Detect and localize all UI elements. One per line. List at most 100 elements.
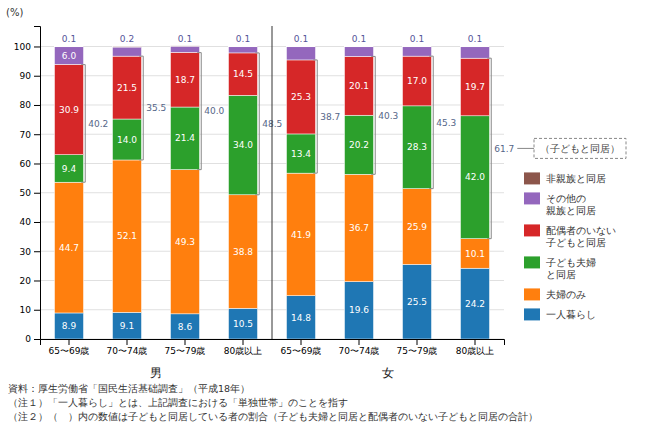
bar-segment [287,47,316,60]
x-tick-mark [127,339,128,345]
legend-label-line: 親族と同居 [546,205,596,216]
data-label: 8.6 [178,322,193,332]
bar-segment [345,47,374,57]
legend-swatch [524,308,540,320]
y-tick-label: 20 [20,276,32,286]
data-label: 19.7 [465,82,485,92]
legend-label: 子ども夫婦と同居 [546,257,596,280]
y-tick-mark [34,134,40,135]
x-tick-mark [359,339,360,345]
data-label: 52.1 [117,231,137,241]
legend-label: 夫婦のみ [546,289,586,300]
group-separator [272,26,273,339]
legend-label: 配偶者のいない子どもと同居 [546,225,616,248]
data-label: 20.2 [349,140,369,150]
x-tick: 80歳以上 [456,339,494,356]
bar-segment [55,155,84,182]
y-axis-line [34,27,41,340]
x-axis: 65〜69歳70〜74歳75〜79歳80歳以上65〜69歳70〜74歳75〜79… [41,339,505,356]
legend-item: 夫婦のみ [524,288,586,300]
bracket [371,56,375,174]
x-tick: 75〜79歳 [165,339,206,356]
bar-segment [287,173,316,296]
y-tick: 50 [20,188,40,198]
bar-segment [403,189,432,265]
data-label: 19.6 [349,305,369,315]
plot-area: 8.99.18.610.514.819.625.524.244.752.149.… [6,7,626,380]
top-label: 0.2 [120,34,134,44]
annotation: （子どもと同居） [517,138,626,158]
bar-segment [345,174,374,281]
bar-segment [345,46,374,47]
y-tick: 10 [20,305,40,315]
y-tick-label: 80 [20,100,32,110]
legend-label-line: その他の [546,193,586,204]
bar-segment [287,134,316,173]
data-label: 10.1 [465,249,485,259]
bar-segment [113,160,142,312]
y-tick-label: 10 [20,305,32,315]
x-tick-label: 75〜79歳 [165,346,206,356]
annotation-box [534,138,626,158]
labels: 8.99.18.610.514.819.625.524.244.752.149.… [59,34,514,332]
x-tick-label: 75〜79歳 [397,346,438,356]
y-tick: 30 [20,247,40,257]
y-tick: 40 [20,217,40,227]
y-tick: 80 [20,100,40,110]
bracket [313,60,317,173]
bar-segment [171,45,200,46]
note: （注１）「一人暮らし」とは、上記調査における「単独世帯」のことを指す [8,397,348,408]
top-label: 0.1 [178,34,192,44]
x-tick-mark [475,339,476,345]
legend: 非親族と同居その他の親族と同居配偶者のいない子どもと同居子ども夫婦と同居夫婦のみ… [524,172,616,320]
x-tick-label: 80歳以上 [224,346,262,356]
chart: 8.99.18.610.514.819.625.524.244.752.149.… [0,0,664,434]
y-axis: 0102030405060708090100 [14,27,41,345]
note: （注２）（ ）内の数値は子どもと同居している者の割合（子ども夫婦と同居と配偶者の… [8,411,538,422]
y-tick-label: 100 [14,42,31,52]
legend-label-line: 配偶者のいない [546,225,616,236]
bar-segment [113,312,142,339]
data-label: 25.3 [291,92,311,102]
legend-swatch [524,224,540,236]
legend-label-line: 非親族と同居 [546,173,606,184]
legend-label-line: 子どもと同居 [546,237,606,248]
data-label: 9.1 [120,321,134,331]
y-tick-label: 90 [20,71,32,81]
data-label: 14.5 [233,69,253,79]
bar-segment [345,282,374,339]
bracket-label: 40.3 [378,111,398,121]
y-tick-mark [34,310,40,311]
y-tick-mark [34,222,40,223]
bar-segment [229,195,258,308]
bar-segment [461,239,490,269]
bar-segment [55,64,84,154]
annotation-text: （子どもと同居） [540,143,620,154]
bar-segment [229,46,258,47]
bracket-label: 40.0 [204,106,224,116]
legend-label: 非親族と同居 [546,173,606,184]
bracket [429,56,433,189]
bar-segment [403,47,432,56]
legend-label-line: 一人暮らし [546,309,596,320]
top-label: 0.1 [468,34,482,44]
x-tick-mark [301,339,302,345]
notes: 資料：厚生労働省「国民生活基础調査」（平成18年）（注１）「一人暮らし」とは、上… [8,383,538,422]
legend-swatch [524,172,540,184]
data-label: 9.4 [62,164,77,174]
data-label: 18.7 [175,75,195,85]
x-tick-mark [243,339,244,345]
x-tick: 70〜74歳 [107,339,148,356]
x-tick-mark [185,339,186,345]
y-tick-label: 50 [20,188,32,198]
bracket-label: 35.5 [146,103,166,113]
data-label: 36.7 [349,223,369,233]
data-label: 6.0 [62,51,77,61]
data-label: 44.7 [59,243,79,253]
bar-segment [403,106,432,189]
bracket-label: 45.3 [436,118,456,128]
data-label: 20.1 [349,81,369,91]
y-tick-label: 0 [25,334,31,344]
bar-segment [345,56,374,115]
legend-label-line: 夫婦のみ [546,289,586,300]
